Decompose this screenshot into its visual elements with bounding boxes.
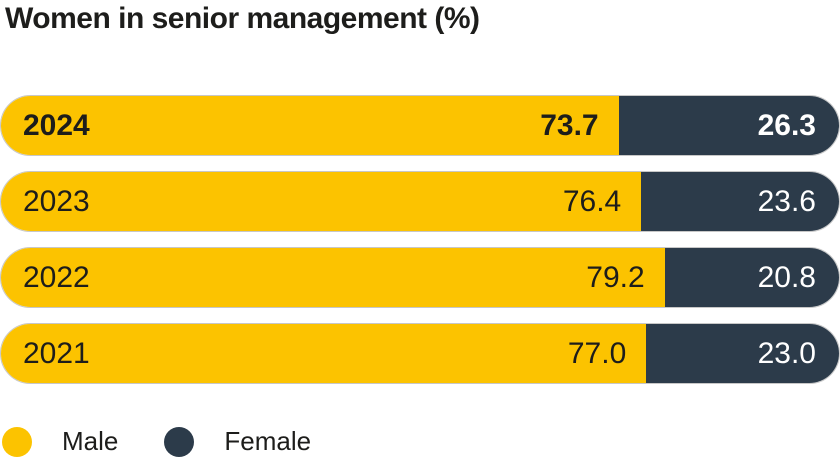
bar-row-2024: 2024 73.7 26.3 [0, 95, 840, 156]
female-value-label: 23.0 [757, 336, 816, 370]
legend-item-male: Male [2, 426, 118, 457]
legend-label-female: Female [224, 426, 312, 456]
male-value-label: 77.0 [567, 336, 627, 370]
bar-row-2022: 2022 79.2 20.8 [0, 247, 840, 308]
year-label: 2024 [23, 108, 90, 142]
legend-label-male: Male [62, 426, 119, 456]
bar-segment-male-2024: 2024 73.7 [1, 96, 619, 155]
female-value-label: 20.8 [757, 260, 816, 294]
bar-segment-female-2024: 26.3 [618, 96, 839, 155]
female-value-label: 23.6 [757, 184, 816, 218]
bar-row-2023: 2023 76.4 23.6 [0, 171, 840, 232]
bar-segment-female-2022: 20.8 [664, 248, 839, 307]
bar-segment-female-2021: 23.0 [646, 324, 839, 383]
male-value-label: 76.4 [562, 184, 622, 218]
female-value-label: 26.3 [757, 108, 816, 142]
year-label: 2022 [23, 260, 90, 294]
bar-row-2021: 2021 77.0 23.0 [0, 323, 840, 384]
male-value-label: 79.2 [586, 260, 645, 294]
year-label: 2021 [23, 336, 90, 370]
male-value-label: 73.7 [540, 108, 599, 142]
chart-title: Women in senior management (%) [5, 2, 480, 35]
bar-segment-male-2021: 2021 77.0 [1, 324, 647, 383]
male-legend-swatch-icon [2, 426, 32, 457]
legend-item-female: Female [164, 426, 311, 457]
bar-chart: 2024 73.7 26.3 2023 76.4 23.6 2022 79.2 … [0, 95, 840, 399]
legend: Male Female [2, 426, 311, 457]
bar-segment-male-2023: 2023 76.4 [1, 172, 642, 231]
bar-segment-male-2022: 2022 79.2 [1, 248, 665, 307]
female-legend-swatch-icon [164, 426, 195, 457]
bar-segment-female-2023: 23.6 [641, 172, 839, 231]
year-label: 2023 [23, 184, 90, 218]
